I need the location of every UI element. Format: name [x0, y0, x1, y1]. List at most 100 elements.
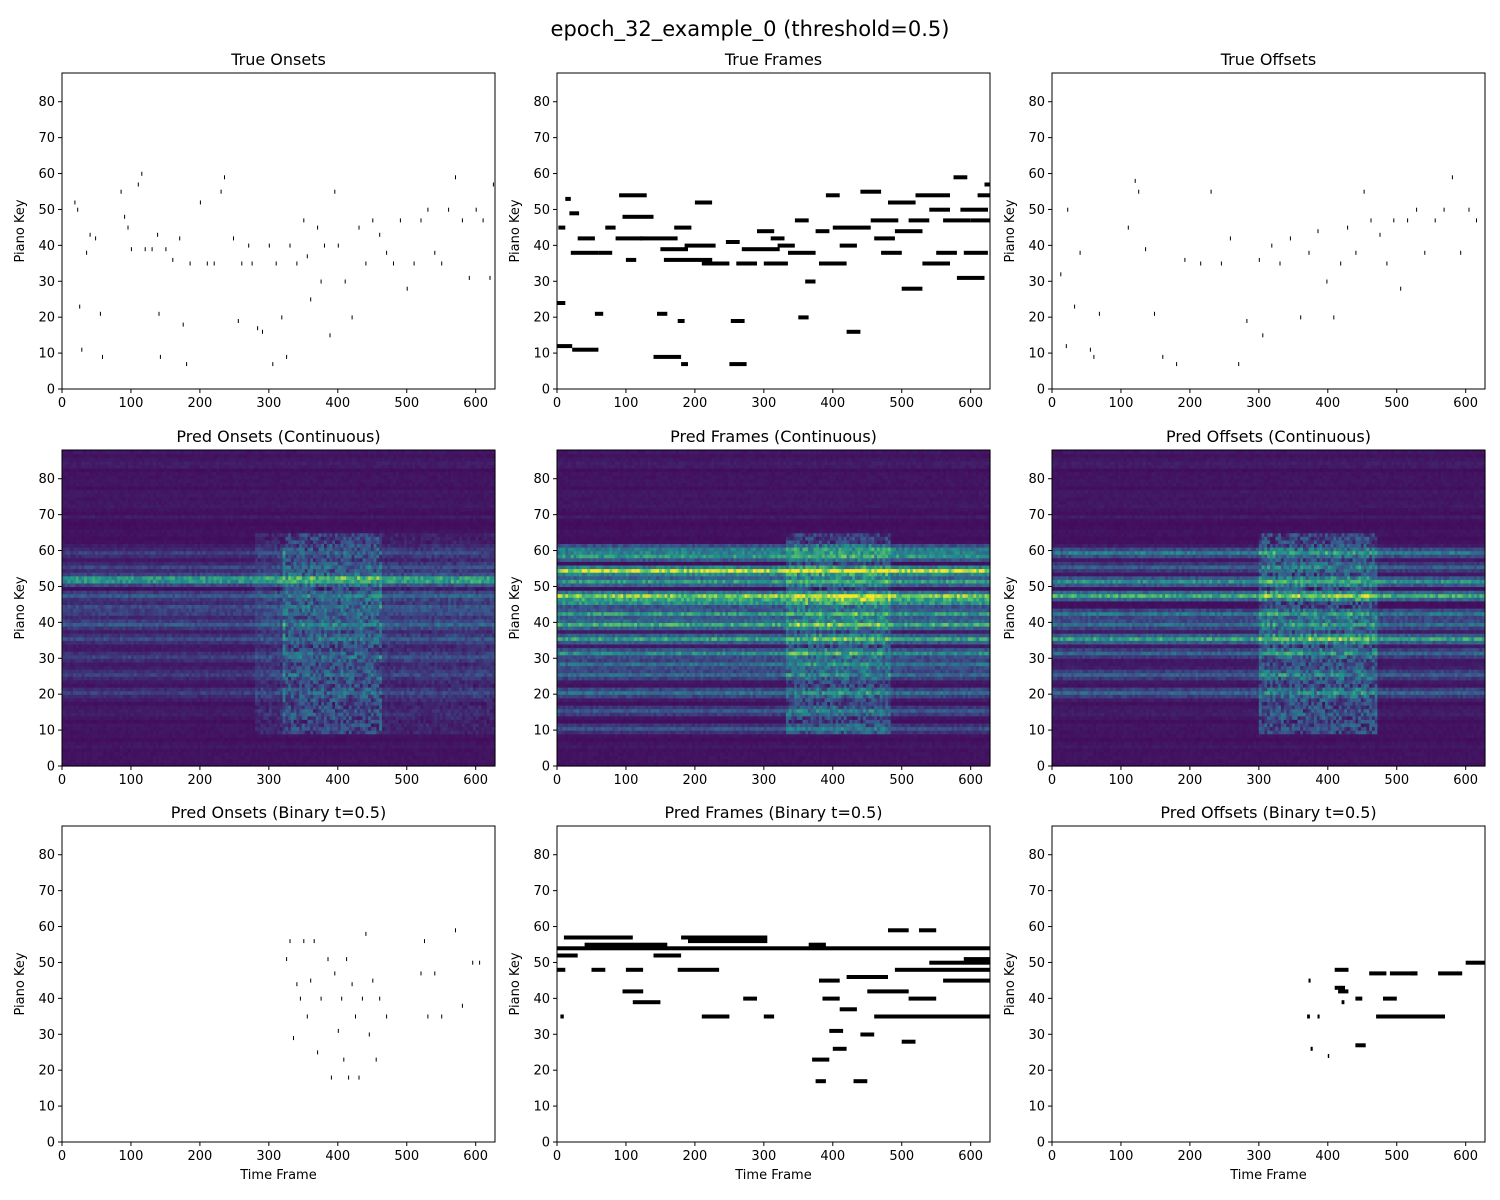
heatmap-cell	[359, 755, 364, 760]
heatmap-cell	[442, 755, 446, 760]
heatmap-cell	[467, 744, 471, 749]
heatmap-cell	[169, 744, 173, 749]
heatmap-cell	[329, 737, 333, 742]
note-mark	[874, 236, 895, 241]
heatmap-cell	[186, 733, 190, 738]
heatmap-cell	[271, 740, 275, 746]
heatmap-cell	[326, 755, 331, 760]
heatmap-cell	[434, 762, 438, 767]
heatmap-cell	[268, 755, 273, 760]
heatmap-cell	[335, 733, 339, 738]
heatmap-cell	[213, 758, 218, 763]
heatmap-cell	[450, 762, 455, 767]
heatmap-cell	[92, 744, 96, 749]
heatmap-cell	[164, 730, 168, 735]
heatmap-cell	[147, 733, 151, 738]
heatmap-cell	[213, 730, 218, 735]
heatmap-cell	[404, 740, 408, 746]
y-tick-label: 70	[38, 131, 55, 146]
heatmap-cell	[183, 751, 187, 756]
heatmap-cell	[219, 730, 223, 735]
heatmap-cell	[199, 737, 204, 742]
note-mark	[908, 218, 930, 223]
heatmap-cell	[84, 755, 88, 760]
heatmap-cell	[456, 744, 460, 749]
heatmap-cell	[301, 733, 306, 738]
note-mark	[296, 261, 298, 266]
heatmap-cell	[210, 733, 215, 738]
heatmap-cell	[166, 740, 171, 746]
heatmap-cell	[183, 755, 187, 760]
heatmap-cell	[213, 751, 218, 756]
heatmap-cell	[213, 748, 218, 753]
heatmap-cell	[95, 740, 99, 746]
heatmap-cell	[470, 737, 474, 742]
note-mark	[1258, 257, 1260, 262]
heatmap-cell	[470, 762, 474, 767]
heatmap-cell	[456, 758, 460, 763]
note-mark	[241, 261, 243, 266]
note-mark	[953, 175, 968, 180]
heatmap-cell	[370, 733, 375, 738]
heatmap-cell	[437, 737, 441, 742]
heatmap-cell	[202, 762, 207, 767]
heatmap-cell	[423, 755, 427, 760]
heatmap-cell	[310, 755, 314, 760]
note-mark	[677, 319, 685, 323]
note-mark	[1229, 236, 1231, 241]
note-mark	[1460, 250, 1462, 255]
heatmap-cell	[417, 733, 422, 738]
heatmap-cell	[183, 748, 187, 753]
heatmap-cell	[249, 744, 253, 749]
heatmap-cell	[310, 751, 314, 756]
heatmap-cell	[384, 744, 389, 749]
note-mark	[1370, 218, 1372, 223]
x-tick-label: 500	[1384, 396, 1409, 411]
heatmap-cell	[84, 740, 88, 746]
note-mark	[324, 243, 325, 248]
heatmap-cell	[464, 755, 469, 760]
heatmap-cell	[315, 748, 320, 753]
heatmap-cell	[75, 751, 80, 756]
heatmap-cell	[100, 762, 104, 767]
heatmap-cell	[390, 755, 394, 760]
heatmap-cell	[315, 744, 320, 749]
heatmap-cell	[92, 737, 96, 742]
heatmap-cell	[244, 755, 248, 760]
heatmap-cell	[67, 758, 71, 763]
heatmap-cell	[464, 737, 469, 742]
heatmap-cell	[266, 733, 270, 738]
heatmap-cell	[73, 751, 77, 756]
note-mark	[120, 189, 122, 194]
heatmap-cell	[142, 733, 146, 738]
heatmap-cell	[481, 748, 485, 753]
heatmap-cell	[177, 733, 182, 738]
note-mark	[179, 236, 181, 241]
note-mark	[141, 171, 143, 176]
heatmap-cell	[117, 737, 121, 742]
heatmap-cell	[387, 755, 391, 760]
heatmap-cell	[423, 748, 427, 753]
note-mark	[757, 229, 775, 234]
heatmap-cell	[384, 758, 389, 763]
heatmap-cell	[194, 730, 198, 735]
heatmap-cell	[191, 737, 195, 742]
heatmap-cell	[139, 744, 143, 749]
heatmap-cell	[238, 751, 242, 756]
heatmap-cell	[324, 740, 328, 746]
heatmap-cell	[155, 758, 160, 763]
heatmap-cell	[445, 751, 449, 756]
heatmap-cell	[183, 737, 187, 742]
heatmap-cell	[147, 762, 151, 767]
heatmap-cell	[461, 751, 466, 756]
heatmap-cell	[188, 740, 193, 746]
heatmap-cell	[62, 751, 66, 756]
heatmap-cell	[274, 733, 278, 738]
heatmap-cell	[64, 740, 69, 746]
note-mark	[86, 250, 88, 255]
heatmap-cell	[351, 751, 355, 756]
heatmap-cell	[412, 748, 416, 753]
heatmap-cell	[111, 733, 115, 738]
heatmap-cell	[279, 762, 284, 767]
heatmap-cell	[299, 740, 303, 746]
